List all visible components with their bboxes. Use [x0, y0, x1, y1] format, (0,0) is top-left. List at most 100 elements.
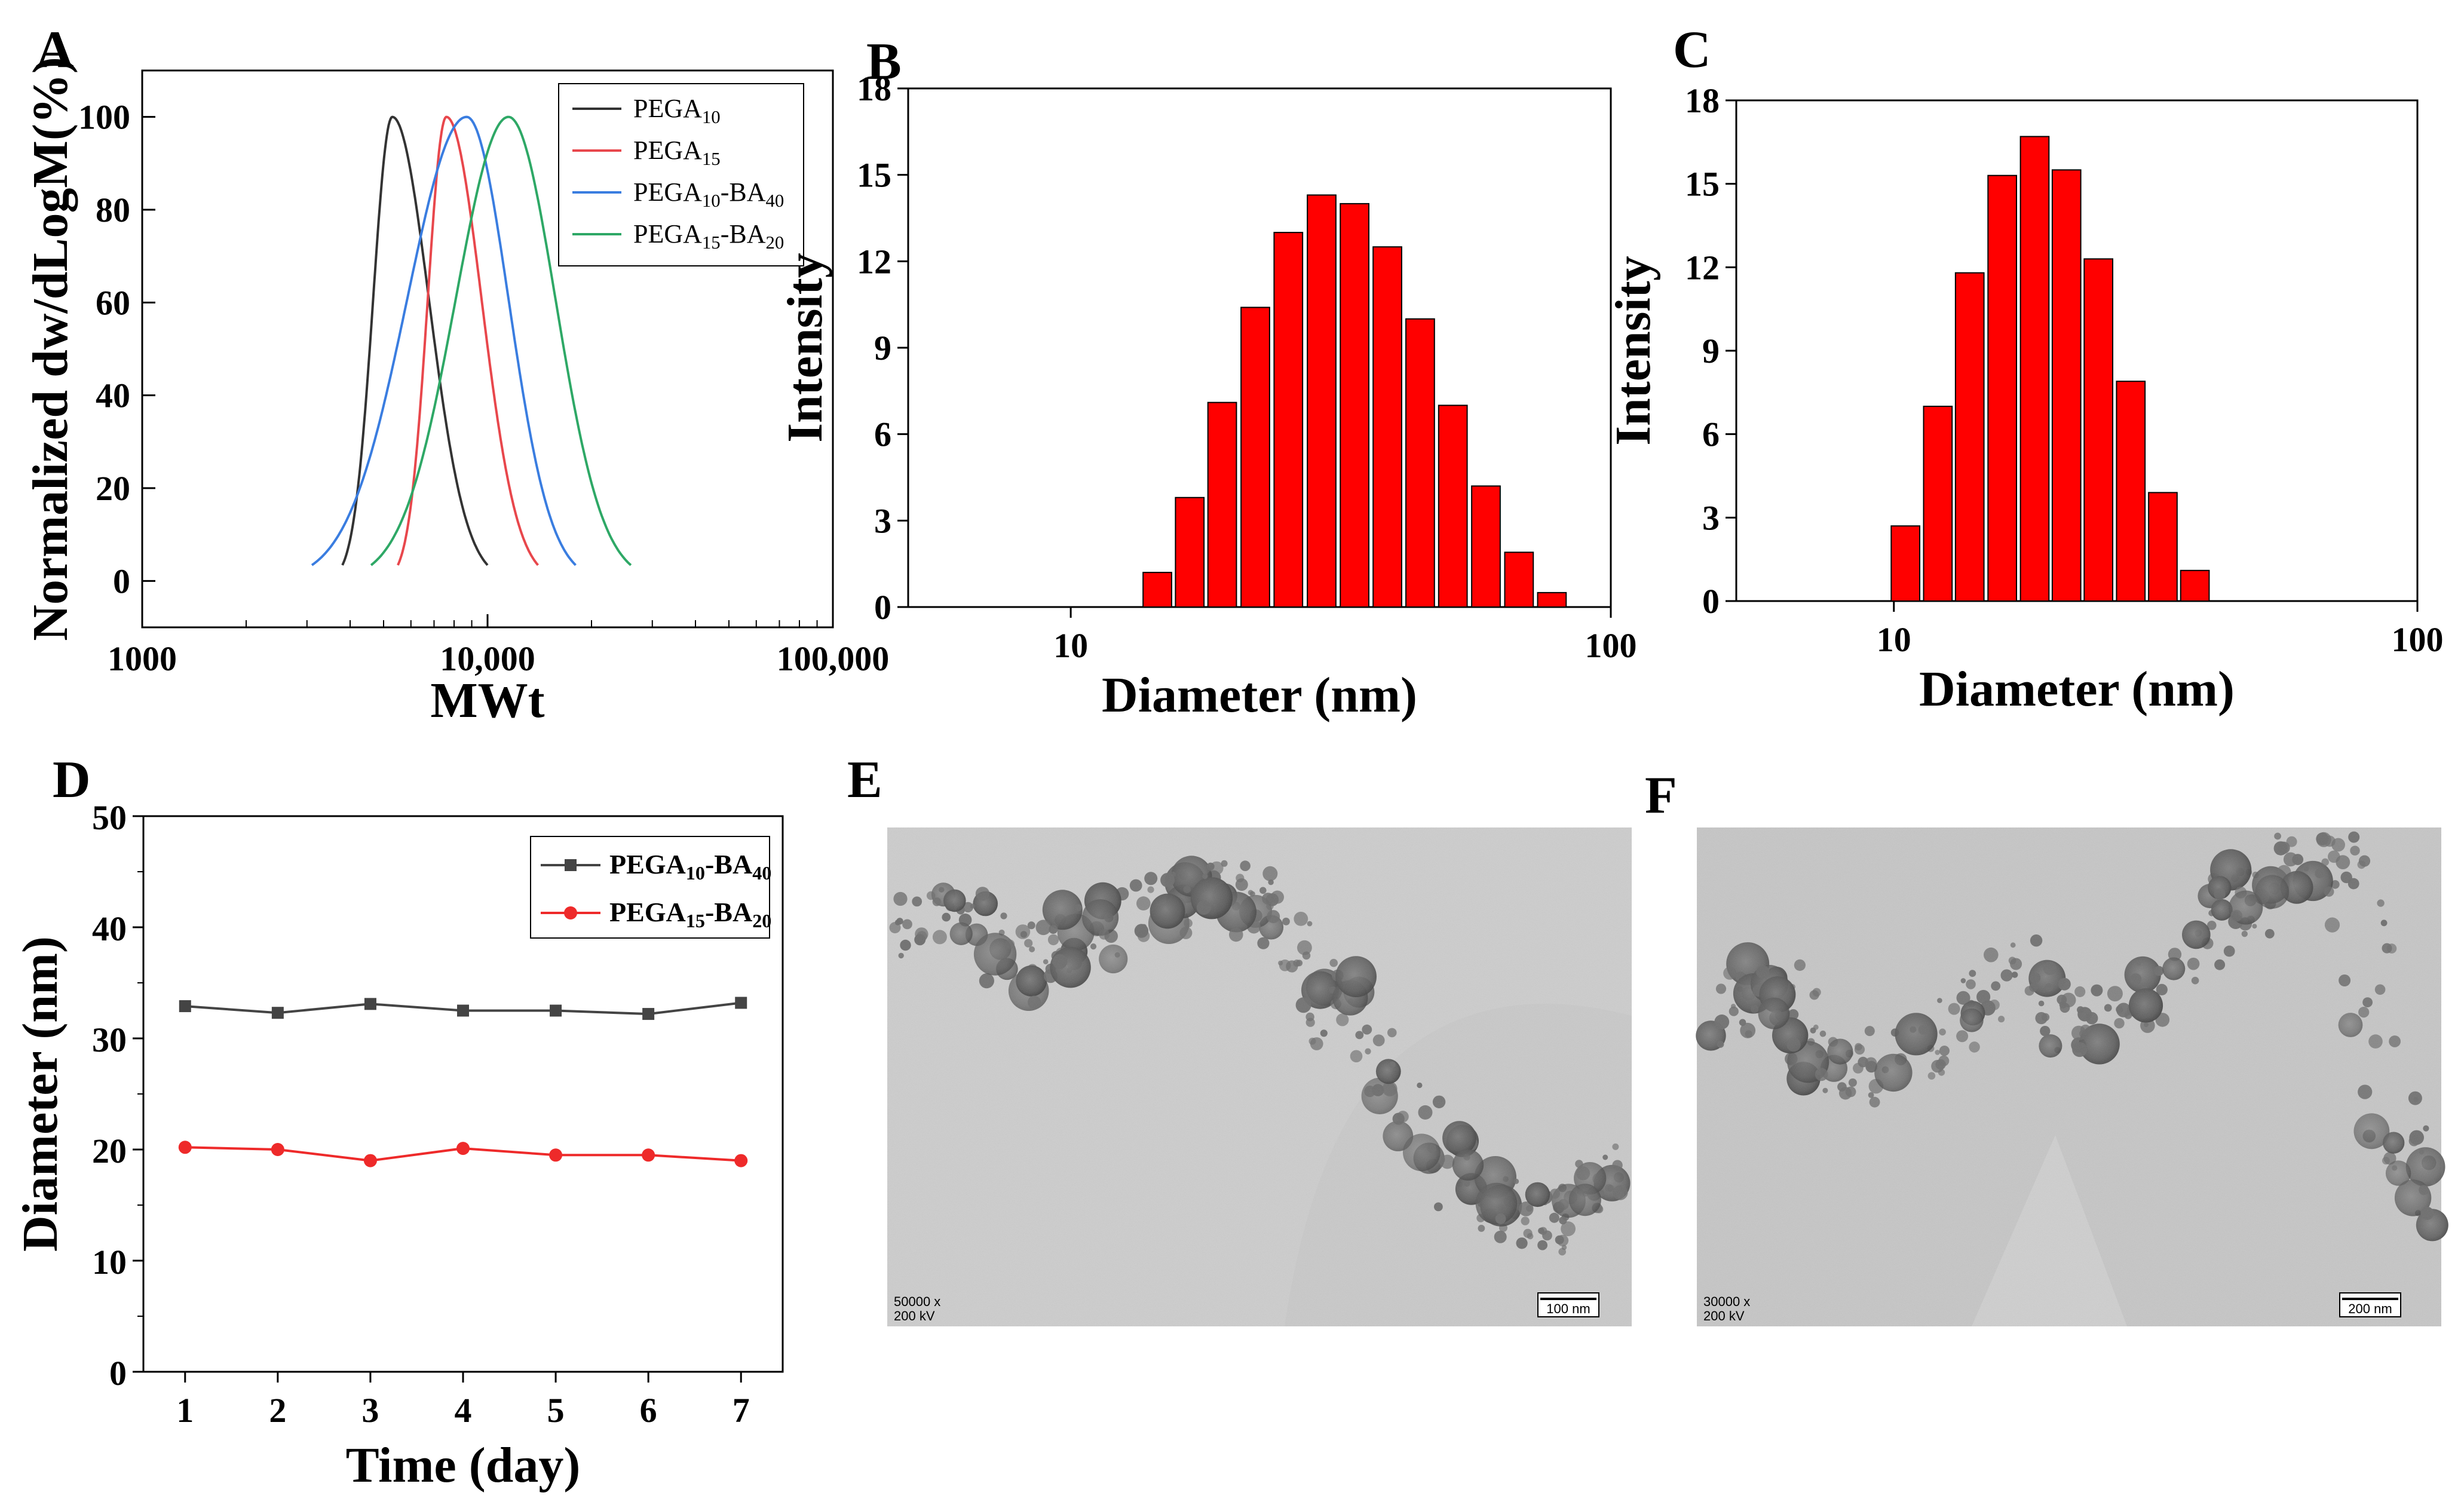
chart-c-bar: [2051, 169, 2082, 602]
chart-d-y-tick-label: 50: [92, 798, 127, 837]
chart-a-legend-label-2-sub2: 40: [765, 191, 784, 211]
chart-c-x-tick-label: 100: [2392, 620, 2444, 659]
chart-c-x-tick-label: 10: [1877, 620, 1911, 659]
chart-c-size-distribution: 0 3 6 9 12 15 18 10 100 Diameter (nm) Intensity: [1605, 81, 2444, 717]
chart-a-x-tick-label: 1000: [108, 639, 177, 678]
chart-b-y-axis-title: Intensity: [777, 253, 833, 442]
tem-f-scalebar-box: [2339, 1292, 2401, 1317]
chart-c-bar: [1954, 272, 1985, 602]
chart-d-point-0: [271, 1007, 284, 1019]
chart-d-legend-label-1-main2: -BA: [705, 897, 752, 927]
chart-a-legend-label-3-main2: -BA: [721, 219, 766, 249]
chart-d-x-tick-label: 3: [361, 1391, 379, 1430]
panel-label-e: E: [847, 751, 882, 809]
chart-d-point-1: [642, 1148, 655, 1162]
chart-d-legend-label-1: PEGA15-BA20: [609, 897, 771, 931]
chart-b-bar: [1142, 572, 1172, 608]
chart-d-x-tick-label: 1: [176, 1391, 194, 1430]
chart-b-bar: [1504, 551, 1534, 608]
chart-a-y-tick-label: 40: [96, 376, 130, 415]
chart-b-bar: [1405, 318, 1435, 608]
chart-a-series-line-3: [370, 115, 632, 566]
chart-d-legend-label-0-sub: 10: [686, 862, 705, 884]
chart-d-legend-label-0-main: PEGA: [609, 849, 686, 879]
chart-a-y-axis-title: Normalized dw/dLogM(%): [23, 57, 78, 641]
chart-b-y-tick-label: 15: [857, 156, 891, 195]
chart-b-y-tick-label: 0: [874, 588, 891, 627]
chart-d-x-tick-label: 4: [455, 1391, 472, 1430]
chart-b-y-tick-label: 6: [874, 415, 891, 454]
tem-f-grain: [1697, 827, 2441, 1326]
chart-d-legend-label-1-sub: 15: [686, 910, 705, 931]
chart-d-point-0: [364, 998, 376, 1010]
tem-image-f: 30000 x 200 kV 200 nm: [1696, 827, 2448, 1326]
chart-a-legend-label-2-sub: 10: [702, 191, 721, 211]
chart-a-legend-label-0-main: PEGA: [633, 94, 702, 123]
chart-d-legend-label-0-sub2: 40: [752, 862, 771, 884]
tem-image-e: 50000 x 200 kV 100 nm: [887, 827, 1632, 1326]
chart-d-y-axis-title: Diameter (nm): [13, 936, 68, 1252]
chart-d-point-0: [735, 997, 747, 1009]
chart-c-bar: [2083, 258, 2114, 602]
chart-d-y-tick-label: 20: [92, 1132, 127, 1170]
chart-a-legend-label-2-main: PEGA: [633, 177, 702, 207]
chart-c-y-tick-label: 18: [1685, 81, 1720, 120]
chart-b-bar: [1307, 194, 1337, 608]
chart-d-legend-label-0: PEGA10-BA40: [609, 849, 771, 884]
chart-d-point-0: [642, 1008, 655, 1020]
chart-a-legend-label-3-sub2: 20: [765, 232, 784, 253]
chart-d-y-tick-label: 30: [92, 1020, 127, 1059]
chart-c-y-tick-label: 15: [1685, 165, 1720, 204]
chart-a-legend-label-3: PEGA15-BA20: [633, 219, 784, 253]
chart-c-bar: [1987, 174, 2018, 602]
chart-a-y-tick-label: 100: [78, 98, 130, 137]
chart-b-y-tick-label: 12: [857, 242, 891, 281]
chart-b-x-tick-label: 100: [1585, 626, 1637, 665]
chart-b-x-axis-title: Diameter (nm): [1102, 667, 1417, 723]
tem-f-scalebar-label: 200 nm: [2348, 1301, 2392, 1316]
tem-e-scalebar-box: [1537, 1292, 1599, 1317]
chart-a-series-line-0: [341, 115, 489, 566]
chart-d-point-1: [363, 1154, 377, 1167]
chart-c-y-tick-label: 9: [1702, 332, 1720, 370]
chart-c-y-axis-title: Intensity: [1605, 256, 1661, 445]
chart-a-y-tick-label: 20: [96, 469, 130, 508]
chart-a-y-tick-label: 80: [96, 191, 130, 229]
chart-a-legend-label-1: PEGA15: [633, 136, 721, 169]
chart-d-x-tick-label: 6: [640, 1391, 657, 1430]
chart-d-y-tick-label: 0: [109, 1354, 127, 1393]
chart-d-x-tick-label: 7: [733, 1391, 750, 1430]
chart-b-y-tick-label: 3: [874, 501, 891, 540]
chart-d-legend: PEGA10-BA40 PEGA15-BA20: [530, 836, 771, 939]
chart-d-legend-label-0-main2: -BA: [705, 849, 752, 879]
chart-a-legend-box: [558, 83, 804, 266]
chart-b-bar: [1207, 401, 1237, 608]
chart-a-x-axis-title: MWt: [430, 673, 544, 728]
chart-d-point-1: [178, 1141, 192, 1154]
chart-a-y-tick-label: 60: [96, 283, 130, 322]
chart-c-bar: [2148, 492, 2178, 602]
chart-b-bar: [1340, 203, 1370, 608]
chart-b-bar: [1438, 404, 1468, 608]
chart-d-legend-box: [530, 836, 770, 939]
panel-label-a: A: [36, 21, 74, 79]
tem-f-voltage: 200 kV: [1703, 1308, 1745, 1323]
chart-b-bar: [1537, 591, 1567, 608]
panel-label-f: F: [1645, 767, 1677, 825]
chart-c-y-tick-label: 0: [1702, 582, 1720, 621]
chart-a-legend-label-1-sub: 15: [702, 149, 721, 169]
chart-d-point-1: [456, 1142, 470, 1155]
chart-d-point-1: [549, 1148, 563, 1162]
chart-d-y-tick-label: 10: [92, 1243, 127, 1282]
chart-c-y-tick-label: 6: [1702, 415, 1720, 454]
chart-a-legend-label-2-main2: -BA: [721, 177, 766, 207]
tem-e-grain: [887, 827, 1632, 1326]
chart-a-legend-label-3-main: PEGA: [633, 219, 702, 249]
chart-b-bar: [1471, 485, 1501, 608]
chart-c-y-tick-label: 3: [1702, 498, 1720, 537]
chart-a-gpc-curves: 1000 10,000 100,000020406080100MWtNormaliz…: [23, 57, 889, 728]
chart-d-x-axis-title: Time (day): [346, 1437, 581, 1493]
chart-d-point-1: [734, 1154, 748, 1167]
